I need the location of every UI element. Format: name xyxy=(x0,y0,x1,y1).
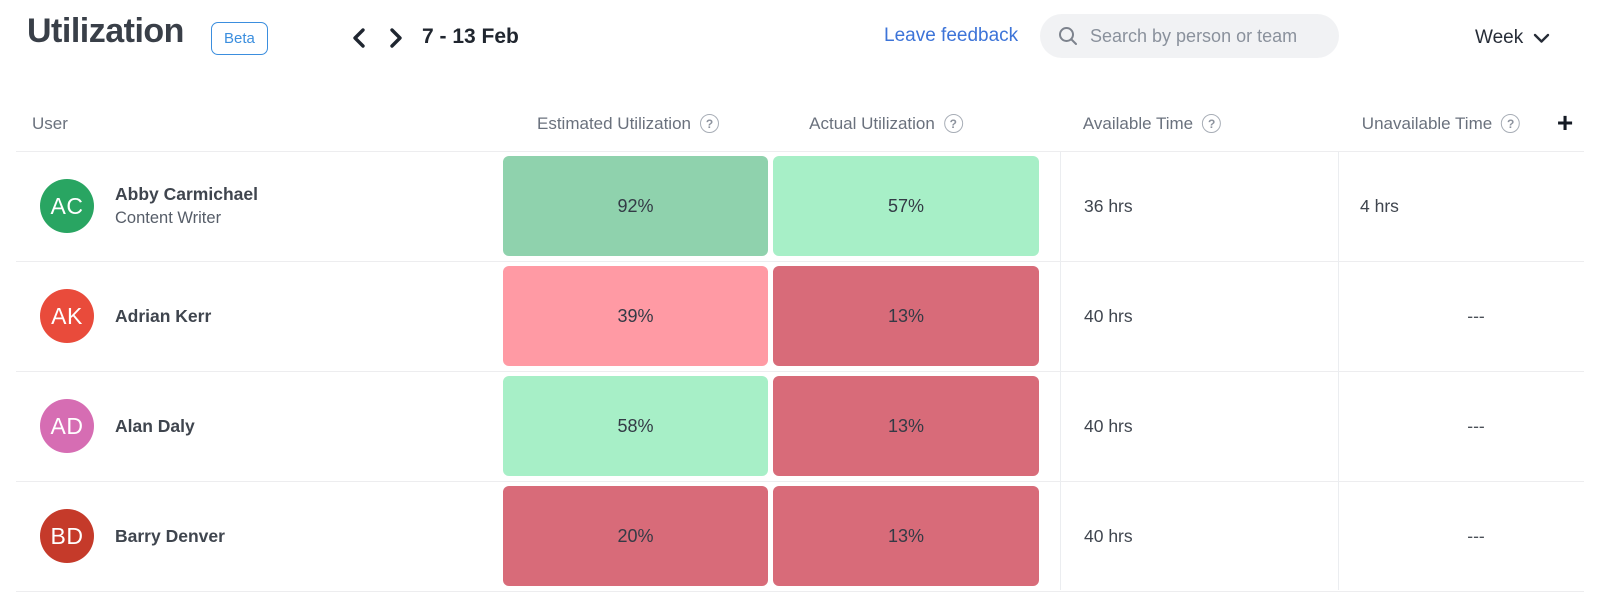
user-name: Barry Denver xyxy=(115,525,225,546)
period-dropdown-label: Week xyxy=(1475,27,1524,48)
row-divider xyxy=(16,481,1584,482)
avatar: AC xyxy=(40,179,94,233)
column-header-available: Available Time ? xyxy=(1082,96,1222,151)
user-name: Abby Carmichael xyxy=(115,184,258,204)
available-time-value: 36 hrs xyxy=(1084,195,1133,216)
chevron-right-icon xyxy=(389,28,402,48)
next-week-button[interactable] xyxy=(382,24,410,52)
chevron-down-icon xyxy=(1534,33,1550,43)
table-row[interactable]: BD Barry Denver 20% 13% 40 hrs --- xyxy=(0,481,1600,591)
available-time-value: 40 hrs xyxy=(1084,415,1133,436)
estimated-utilization-cell: 39% xyxy=(503,266,768,366)
period-dropdown[interactable]: Week xyxy=(1475,22,1550,54)
column-header-actual-label: Actual Utilization xyxy=(809,113,935,133)
search-box[interactable] xyxy=(1040,14,1339,58)
estimated-utilization-cell: 58% xyxy=(503,376,768,476)
help-icon[interactable]: ? xyxy=(1501,114,1521,133)
column-header-user-label: User xyxy=(32,113,68,133)
user-info: Abby Carmichael Content Writer xyxy=(115,151,258,261)
actual-utilization-cell: 13% xyxy=(773,376,1039,476)
add-column-button[interactable]: + xyxy=(1549,103,1581,143)
available-time-value: 40 hrs xyxy=(1084,525,1133,546)
table-row[interactable]: AK Adrian Kerr 39% 13% 40 hrs --- xyxy=(0,261,1600,371)
avatar: AK xyxy=(40,289,94,343)
user-info: Barry Denver xyxy=(115,481,225,591)
row-divider xyxy=(16,371,1584,372)
unavailable-time-value: --- xyxy=(1467,415,1485,436)
row-divider xyxy=(16,591,1584,592)
column-divider xyxy=(1338,152,1339,590)
column-header-available-label: Available Time xyxy=(1082,113,1194,133)
estimated-utilization-cell: 92% xyxy=(503,156,768,256)
available-time-value: 40 hrs xyxy=(1084,305,1133,326)
actual-utilization-cell: 13% xyxy=(773,486,1039,586)
row-divider xyxy=(16,151,1584,152)
user-name: Alan Daly xyxy=(115,415,195,436)
column-header-unavailable: Unavailable Time ? xyxy=(1361,96,1521,151)
estimated-utilization-cell: 20% xyxy=(503,486,768,586)
avatar: BD xyxy=(40,509,94,563)
help-icon[interactable]: ? xyxy=(700,114,720,133)
column-header-estimated-label: Estimated Utilization xyxy=(536,113,692,133)
help-icon[interactable]: ? xyxy=(943,114,963,133)
avatar: AD xyxy=(40,399,94,453)
unavailable-time-value: --- xyxy=(1467,525,1485,546)
table-row[interactable]: AD Alan Daly 58% 13% 40 hrs --- xyxy=(0,371,1600,481)
column-divider xyxy=(1060,152,1061,590)
page-title: Utilization xyxy=(27,12,184,50)
beta-badge: Beta xyxy=(211,22,268,55)
column-header-user: User xyxy=(32,96,68,151)
user-name: Adrian Kerr xyxy=(115,305,212,326)
column-header-estimated: Estimated Utilization ? xyxy=(536,96,720,151)
row-divider xyxy=(16,261,1584,262)
column-header-actual: Actual Utilization ? xyxy=(809,96,963,151)
help-icon[interactable]: ? xyxy=(1202,114,1222,133)
actual-utilization-cell: 57% xyxy=(773,156,1039,256)
chevron-left-icon xyxy=(352,28,365,48)
user-role: Content Writer xyxy=(115,209,222,227)
leave-feedback-link[interactable]: Leave feedback xyxy=(884,25,1019,46)
unavailable-time-value: --- xyxy=(1467,305,1485,326)
user-info: Alan Daly xyxy=(115,371,195,481)
actual-utilization-cell: 13% xyxy=(773,266,1039,366)
search-icon xyxy=(1059,27,1077,45)
table-row[interactable]: AC Abby Carmichael Content Writer 92% 57… xyxy=(0,151,1600,261)
date-range: 7 - 13 Feb xyxy=(422,25,519,48)
unavailable-time-value: 4 hrs xyxy=(1360,195,1399,216)
user-info: Adrian Kerr xyxy=(115,261,211,371)
search-input[interactable] xyxy=(1090,25,1322,47)
previous-week-button[interactable] xyxy=(344,24,372,52)
column-header-unavailable-label: Unavailable Time xyxy=(1361,113,1493,133)
